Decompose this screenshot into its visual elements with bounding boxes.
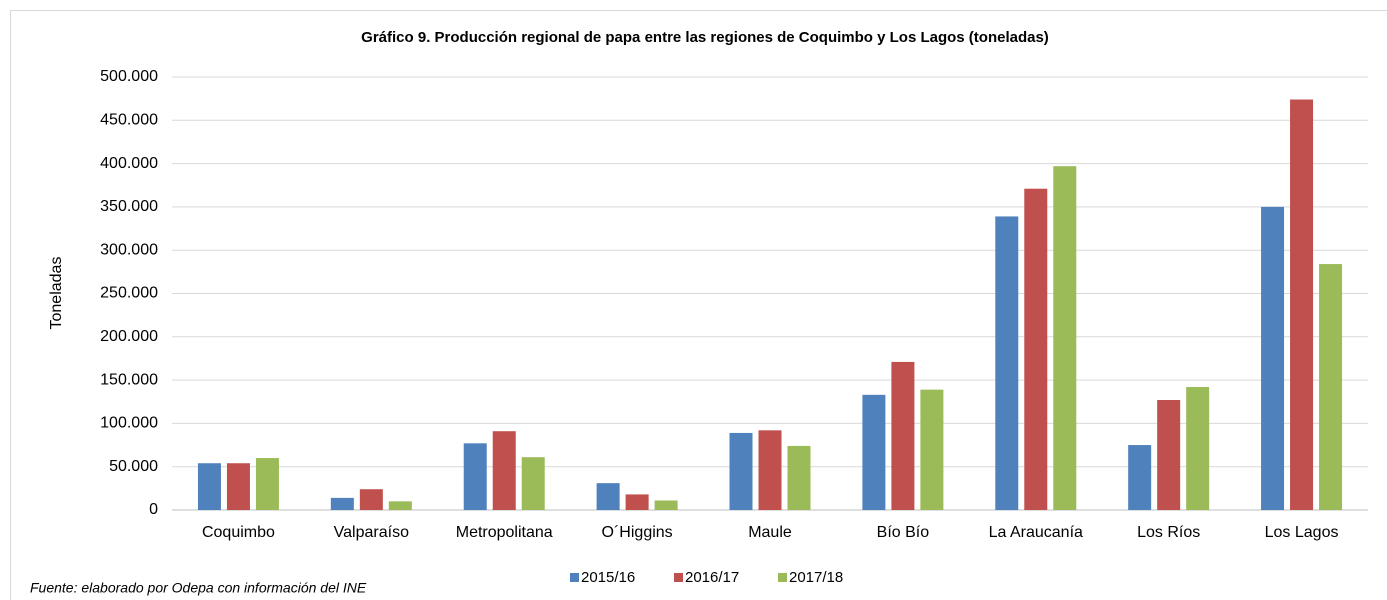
bar (625, 494, 649, 510)
bar (1024, 188, 1048, 511)
x-tick-label: Metropolitana (456, 524, 553, 541)
bar (891, 361, 915, 510)
bar (1128, 445, 1152, 510)
legend-swatch (570, 573, 579, 582)
bar (226, 463, 250, 510)
bar (596, 483, 620, 510)
y-tick-label: 450.000 (100, 112, 158, 129)
chart-title: Gráfico 9. Producción regional de papa e… (361, 29, 1049, 46)
bar (1186, 387, 1210, 510)
legend-swatch (778, 573, 787, 582)
source-note: Fuente: elaborado por Odepa con informac… (30, 580, 367, 596)
bar (1290, 99, 1314, 511)
bar (995, 216, 1019, 510)
bar (463, 443, 487, 510)
x-tick-label: Bío Bío (877, 524, 930, 541)
bar (1261, 206, 1285, 510)
bar (330, 497, 354, 510)
chart-border (10, 10, 1387, 600)
y-tick-label: 200.000 (100, 328, 158, 345)
y-tick-label: 400.000 (100, 155, 158, 172)
legend-label: 2015/16 (581, 569, 635, 586)
legend-label: 2017/18 (789, 569, 843, 586)
x-tick-label: Valparaíso (334, 524, 409, 541)
bar (758, 430, 782, 510)
bar (521, 457, 545, 510)
y-tick-label: 50.000 (109, 458, 158, 475)
y-tick-label: 500.000 (100, 68, 158, 85)
bar (862, 394, 886, 510)
bar (255, 458, 279, 510)
x-tick-label: La Araucanía (989, 524, 1083, 541)
y-tick-label: 300.000 (100, 241, 158, 258)
bar (654, 500, 678, 510)
bar (729, 432, 753, 510)
x-tick-label: O´Higgins (602, 524, 673, 541)
legend-swatch (674, 573, 683, 582)
bar (1157, 400, 1181, 510)
x-tick-label: Coquimbo (202, 524, 275, 541)
x-tick-label: Los Ríos (1137, 524, 1200, 541)
bar (492, 431, 516, 510)
bar (197, 463, 221, 510)
y-tick-label: 100.000 (100, 415, 158, 432)
bar (359, 489, 383, 510)
legend-label: 2016/17 (685, 569, 739, 586)
bar (1053, 166, 1077, 510)
bar (388, 501, 412, 510)
y-tick-label: 350.000 (100, 198, 158, 215)
bar (787, 445, 811, 510)
y-tick-label: 150.000 (100, 371, 158, 388)
y-tick-label: 0 (149, 501, 158, 518)
y-tick-label: 250.000 (100, 285, 158, 302)
bar (920, 389, 944, 510)
bar (1319, 264, 1343, 510)
x-tick-label: Maule (748, 524, 792, 541)
x-tick-label: Los Lagos (1265, 524, 1339, 541)
y-axis-label: Toneladas (48, 257, 65, 330)
